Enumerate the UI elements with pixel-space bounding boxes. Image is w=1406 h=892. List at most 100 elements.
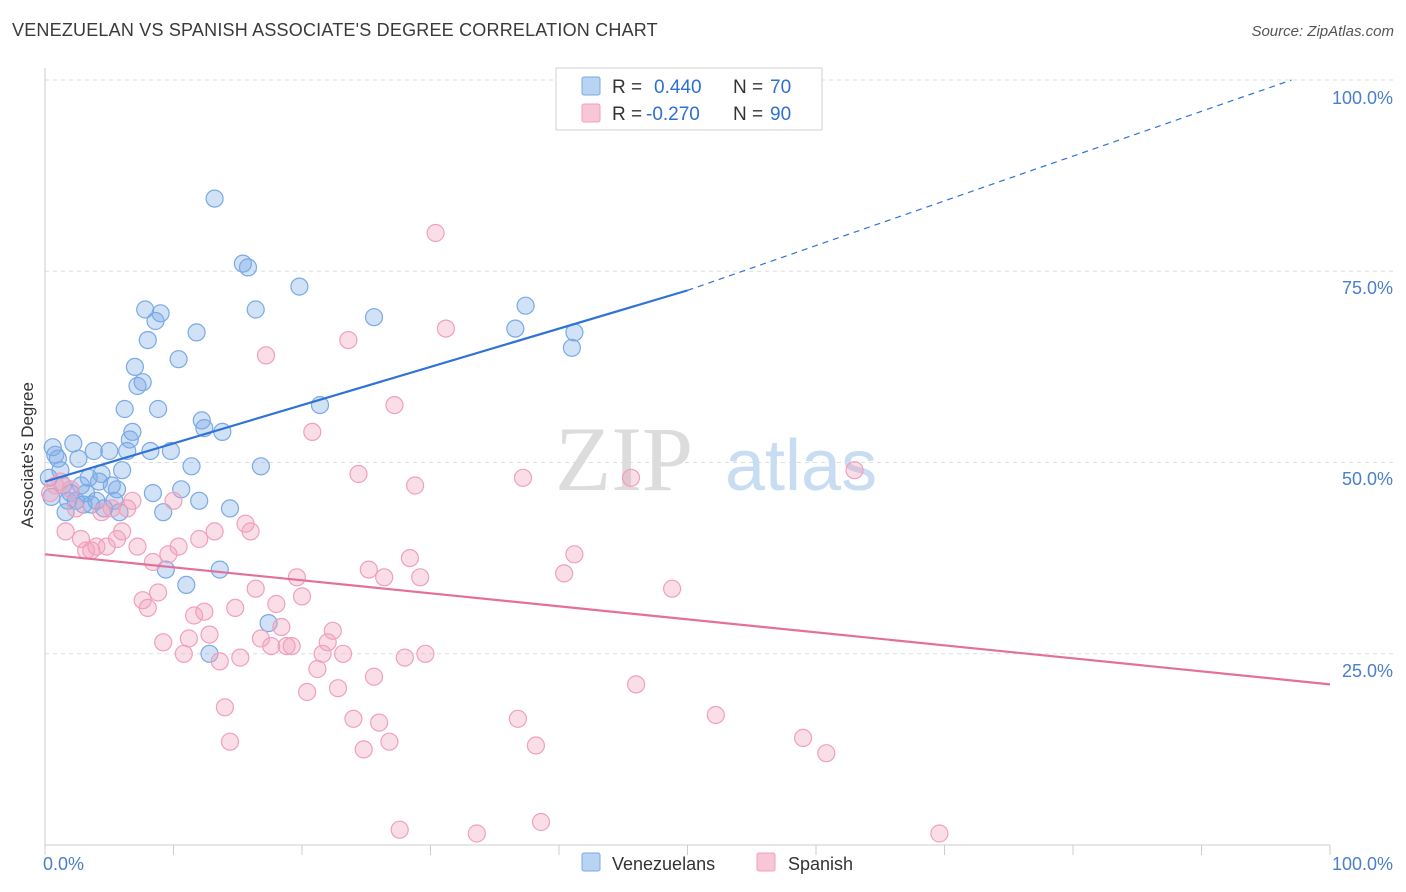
data-point [380, 732, 399, 751]
data-point [364, 308, 384, 327]
data-point [187, 323, 206, 342]
legend-swatch-pink [581, 103, 601, 123]
data-point [138, 331, 157, 350]
trend-line-venezuelans [44, 289, 688, 483]
data-point [48, 449, 68, 468]
data-point [133, 373, 152, 392]
data-point [128, 537, 147, 556]
data-point [66, 499, 85, 518]
data-point [87, 491, 106, 510]
data-point [64, 434, 83, 453]
data-point [267, 594, 286, 614]
y-tick-label: 25.0% [1342, 661, 1393, 681]
x-tick-label: 0.0% [43, 854, 84, 874]
data-point [241, 522, 260, 541]
data-point [272, 617, 291, 637]
legend-venezuelans: Venezuelans [612, 854, 715, 874]
data-point [508, 709, 528, 728]
legend-n-label: N = [733, 104, 763, 125]
data-point [516, 296, 535, 315]
y-tick-labels: 100.0% 75.0% 50.0% 25.0% [1332, 88, 1393, 681]
legend-r-label: R = [612, 77, 642, 98]
data-point [154, 503, 173, 522]
data-point [76, 484, 96, 503]
legend-n-value: 90 [770, 104, 791, 125]
data-point [817, 744, 836, 763]
data-point [151, 304, 170, 323]
data-point [290, 277, 309, 296]
data-point [706, 705, 725, 725]
data-point [621, 468, 641, 487]
legend-swatch-spanish [756, 852, 776, 872]
data-point [287, 568, 306, 587]
data-point [349, 464, 368, 484]
data-point [210, 560, 229, 579]
data-point [154, 633, 173, 652]
data-point [506, 319, 525, 338]
data-point [205, 522, 224, 541]
data-point [69, 449, 88, 468]
data-point [298, 682, 317, 702]
data-point [328, 679, 348, 698]
data-point [359, 560, 378, 579]
x-tick-labels: 0.0% 100.0% [43, 854, 1393, 874]
legend-n-label: N = [733, 77, 763, 98]
data-point [61, 480, 80, 499]
data-point [100, 441, 119, 461]
data-point [182, 457, 201, 476]
data-point [251, 457, 270, 476]
data-point [375, 568, 394, 587]
data-point [200, 644, 219, 663]
data-point [220, 499, 240, 518]
data-point [200, 625, 219, 644]
data-point [323, 621, 342, 640]
data-point [526, 736, 546, 755]
data-point [436, 319, 455, 338]
data-point [354, 740, 373, 759]
data-point [149, 583, 168, 602]
data-point [125, 357, 144, 376]
data-point [318, 633, 337, 652]
legend-r-value: 0.440 [654, 77, 702, 98]
data-point [143, 552, 162, 572]
data-point [364, 667, 384, 686]
data-point [56, 503, 75, 522]
axes [44, 68, 1331, 855]
data-point [87, 537, 106, 556]
data-point [303, 422, 322, 441]
data-point [246, 300, 265, 319]
data-point [930, 824, 949, 843]
data-point [136, 300, 155, 319]
data-point [161, 441, 180, 461]
data-point [149, 399, 168, 419]
legend-n-value: 70 [770, 77, 791, 98]
data-point [226, 598, 245, 618]
data-point [531, 812, 551, 832]
data-point [845, 461, 864, 480]
legend-swatch-blue [581, 76, 601, 96]
data-point [334, 644, 353, 663]
data-point [123, 422, 142, 441]
data-point [84, 441, 103, 461]
data-point [71, 529, 91, 549]
data-point [179, 629, 198, 648]
data-point [467, 824, 486, 843]
data-point [159, 545, 178, 564]
data-point [416, 644, 435, 663]
data-point [411, 568, 430, 587]
data-point [426, 223, 445, 243]
data-point [210, 652, 229, 671]
data-point [123, 491, 142, 510]
data-point [195, 602, 214, 621]
data-point [177, 575, 196, 595]
data-point [339, 331, 358, 350]
data-point [513, 468, 533, 487]
watermark: ZIP atlas [555, 408, 877, 510]
data-point [164, 491, 183, 510]
y-axis-label: Associate's Degree [18, 382, 37, 528]
legend-spanish: Spanish [788, 854, 853, 874]
chart-title: VENEZUELAN VS SPANISH ASSOCIATE'S DEGREE… [12, 20, 658, 40]
y-tick-label: 75.0% [1342, 278, 1393, 298]
correlation-legend: R = 0.440 N = 70 R = -0.270 N = 90 [555, 67, 823, 131]
